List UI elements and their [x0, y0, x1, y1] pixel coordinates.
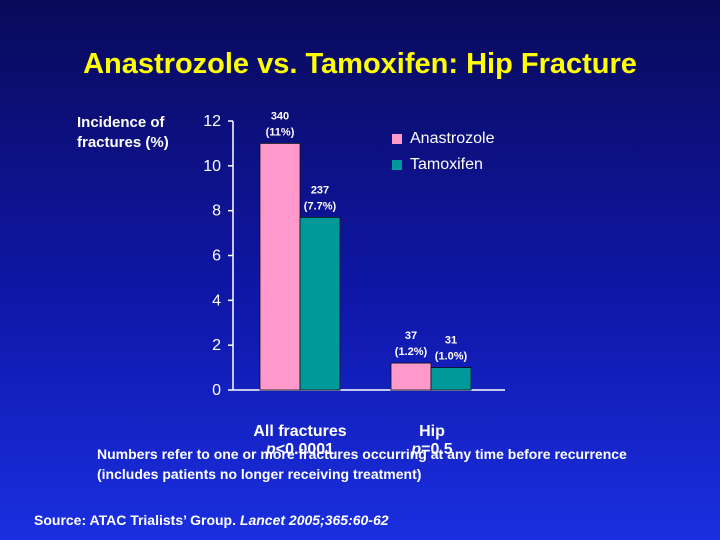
slide-title: Anastrozole vs. Tamoxifen: Hip Fracture [83, 48, 637, 80]
y-axis-label-line2: fractures (%) [77, 134, 169, 151]
y-tick-label: 2 [212, 337, 221, 354]
category-label-hip: Hip p=0.5 [411, 423, 453, 458]
legend-item-tamoxifen: Tamoxifen [392, 152, 495, 178]
legend-swatch-tamoxifen [392, 160, 402, 170]
data-label-anastrozole-0: 340 [271, 110, 289, 122]
bar-anastrozole-1 [390, 362, 432, 391]
y-axis-label-line1: Incidence of [77, 114, 165, 131]
legend-swatch-anastrozole [392, 134, 402, 144]
source-citation: Source: ATAC Trialists’ Group. Lancet 20… [34, 512, 389, 528]
data-label-anastrozole-1: (1.2%) [395, 346, 428, 358]
y-tick-label: 12 [203, 113, 221, 130]
data-label-tamoxifen-1: 31 [445, 335, 457, 347]
chart-data-labels: 340 (11%) 37 (1.2%) 237 (7.7%) 31 (1.0%) [266, 110, 468, 362]
bar-tamoxifen-1 [430, 367, 472, 391]
data-label-tamoxifen-1: (1.0%) [435, 351, 468, 363]
footnote: Numbers refer to one or more fractures o… [97, 446, 627, 482]
y-tick-label: 10 [203, 158, 221, 175]
data-label-anastrozole-0: (11%) [266, 126, 295, 138]
legend: Anastrozole Tamoxifen [392, 126, 495, 178]
bar-anastrozole-0 [259, 143, 301, 391]
bar-tamoxifen-0 [299, 216, 341, 391]
y-tick-label: 8 [212, 203, 221, 220]
legend-item-anastrozole: Anastrozole [392, 126, 495, 152]
chart-bars [259, 143, 472, 391]
legend-label-anastrozole: Anastrozole [410, 130, 495, 147]
y-tick-label: 0 [212, 382, 221, 399]
category-label-all-fractures: All fractures p<0.0001 [253, 423, 347, 458]
legend-label-tamoxifen: Tamoxifen [410, 156, 483, 173]
chart-axes: 0 2 4 6 8 10 12 [203, 113, 505, 399]
data-label-tamoxifen-0: 237 [311, 184, 329, 196]
data-label-anastrozole-1: 37 [405, 330, 417, 342]
y-tick-label: 6 [212, 248, 221, 265]
data-label-tamoxifen-0: (7.7%) [304, 200, 337, 212]
y-tick-label: 4 [212, 292, 221, 309]
y-axis-label: Incidence of fractures (%) [77, 113, 169, 153]
